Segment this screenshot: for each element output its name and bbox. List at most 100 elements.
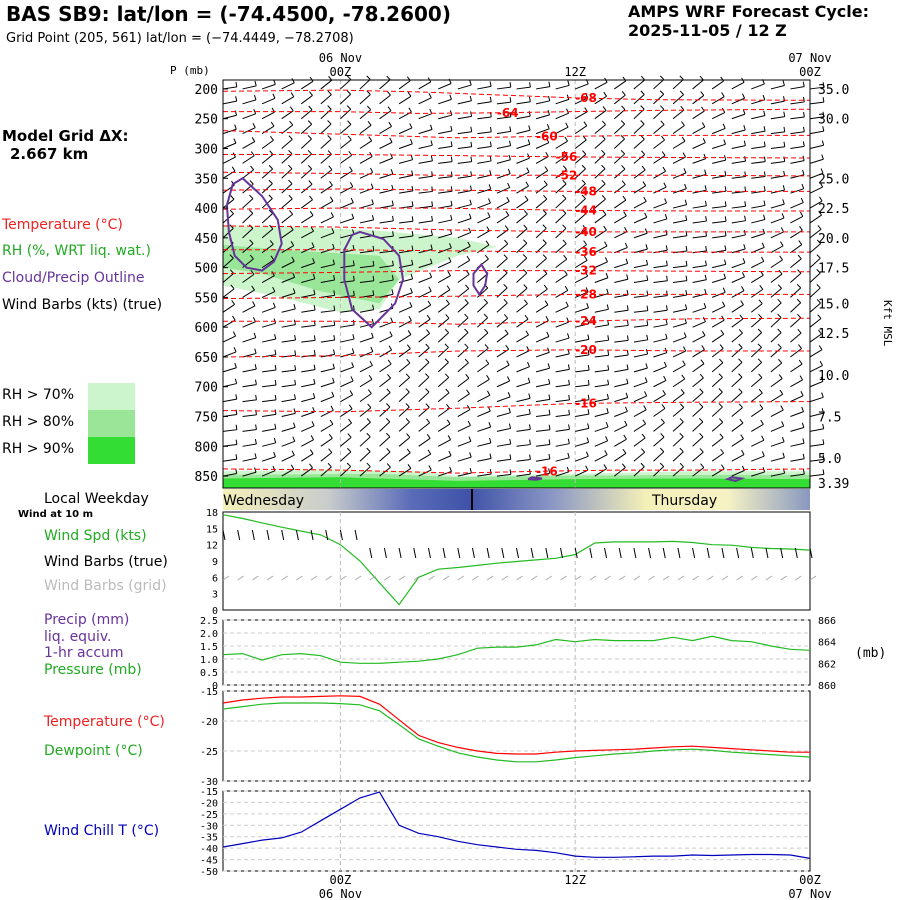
wind-barb-flag <box>763 186 766 192</box>
wind-barb-flag <box>604 450 608 455</box>
wind-barb-flag <box>586 318 590 324</box>
wind-barb <box>418 376 430 388</box>
wind-barb <box>398 362 411 373</box>
kft-axis-title: Kft MSL <box>881 300 894 347</box>
wind-barb <box>672 109 685 120</box>
wind-barb-flag <box>254 364 257 370</box>
wind-barb <box>672 322 687 328</box>
legend-rh90: RH > 90% <box>2 441 75 457</box>
wind-barb <box>320 452 333 462</box>
wind-barb-flag <box>548 439 551 445</box>
wind-barb <box>359 265 374 269</box>
wind-barb <box>477 131 492 135</box>
wind-barb <box>222 458 237 462</box>
wind-barb <box>692 451 704 462</box>
wind-barb-flag <box>327 120 332 125</box>
wind-barb <box>770 231 784 239</box>
wind-barb-flag <box>583 255 588 261</box>
wind-barb <box>398 174 413 179</box>
wind-barb-flag <box>406 358 411 364</box>
wind-barb <box>790 145 805 149</box>
wind-barb <box>751 161 766 164</box>
wind-barb-flag <box>488 422 492 428</box>
wind-barb <box>516 382 531 388</box>
panel-y-tick-label: -50 <box>200 867 218 878</box>
wind-barb-flag <box>782 199 785 205</box>
wind-barb <box>477 363 490 373</box>
wind-barb-flag <box>797 328 802 334</box>
pressure-tick-label: 300 <box>195 142 218 157</box>
wind-barb-flag <box>347 135 352 141</box>
wind-barb <box>692 205 707 209</box>
panel-y-tick-label: 2.0 <box>200 629 218 640</box>
wind-barb <box>222 227 234 239</box>
wind-barb-flag <box>235 96 238 102</box>
wind-barb-flag <box>822 469 825 475</box>
wind-barb-flag <box>685 230 688 236</box>
wind-barb <box>261 259 275 269</box>
wind-barb-flag <box>548 409 551 415</box>
wind-barb-flag <box>273 451 276 457</box>
temperature-contour <box>223 249 810 253</box>
wind-barb-flag <box>312 258 315 264</box>
wind-barb <box>437 347 449 358</box>
wind-barb <box>457 332 469 343</box>
wind-barb <box>614 410 628 417</box>
wind-barb-flag <box>269 224 274 230</box>
wind-barb-flag <box>644 228 648 234</box>
wind-barb-flag <box>507 392 511 398</box>
wind-barb <box>516 86 531 90</box>
wind-barb <box>692 421 704 432</box>
wind-barb-flag <box>620 150 626 155</box>
wind-barb-flag <box>411 170 414 176</box>
wind-barb <box>496 317 509 328</box>
wind-barb <box>672 265 687 269</box>
wind-barb-flag <box>562 165 567 170</box>
wind-barb <box>438 455 452 462</box>
panel-y-tick-label: 3 <box>212 590 218 601</box>
wind-barb <box>320 423 334 432</box>
wind-barb-flag <box>523 224 528 230</box>
wind-barb-flag <box>347 120 352 125</box>
wind-barb-flag <box>626 305 629 311</box>
wind-barb <box>300 153 312 164</box>
wind-barb-flag <box>392 260 394 266</box>
wind-barb <box>751 260 765 269</box>
wind-barb <box>242 141 255 149</box>
wind-barb <box>672 294 687 298</box>
wind-barb <box>672 235 687 239</box>
wind-barb-flag <box>680 105 685 111</box>
wind-barb <box>477 442 492 447</box>
wind-barb-flag <box>526 167 530 173</box>
wind-barb-flag <box>346 75 352 80</box>
kft-tick-label: 17.5 <box>818 262 849 277</box>
wind-barb <box>399 220 414 224</box>
wind-barb <box>418 129 433 135</box>
wind-barb-flag <box>268 194 273 199</box>
wind-barb <box>633 279 648 284</box>
wind-barb <box>790 188 804 194</box>
wind-barb-flag <box>581 209 587 215</box>
wind-barb-flag <box>741 272 745 278</box>
wind-barb <box>301 294 316 298</box>
wind-barb-flag <box>821 154 824 160</box>
wind-barb-flag <box>663 182 667 188</box>
wind-barb <box>340 422 352 432</box>
wind-barb-flag <box>386 463 391 468</box>
kft-tick-label: 35.0 <box>818 83 849 98</box>
wind-barb-flag <box>601 120 606 126</box>
wind-barb-flag <box>660 120 665 125</box>
wind-barb-flag <box>777 328 782 333</box>
panel-y-tick-label: -25 <box>200 747 218 758</box>
wind-barb-flag <box>353 275 355 281</box>
wind-barb <box>477 302 488 313</box>
wind-barb-flag <box>272 302 276 308</box>
wind-barb <box>790 426 805 432</box>
wind-barb <box>477 202 491 209</box>
wind-barb-flag <box>738 403 743 408</box>
wind-barb <box>477 317 489 328</box>
wind-barb <box>222 156 236 164</box>
wind-barb <box>731 205 746 209</box>
wind-barb <box>731 220 746 224</box>
wind-barb-flag <box>407 330 412 335</box>
